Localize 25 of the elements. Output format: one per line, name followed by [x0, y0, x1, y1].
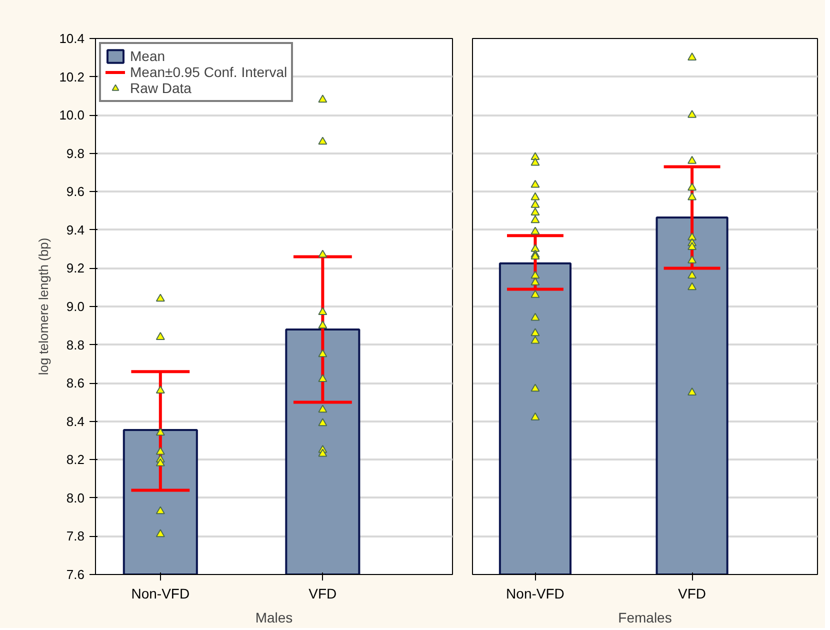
y-tick-label: 8.2 — [66, 452, 85, 468]
annotation: Mean±0.95 Conf. Interval — [130, 64, 288, 80]
y-tick-label: 8.0 — [66, 490, 85, 506]
x-tick-label: Non-VFD — [131, 586, 190, 602]
y-axis-title: log telomere length (bp) — [36, 238, 52, 376]
y-tick-label: 9.4 — [66, 222, 85, 238]
y-tick-label: 7.6 — [66, 567, 85, 582]
x-axis-title: Males — [255, 610, 293, 626]
y-tick-label: 10.2 — [59, 69, 85, 84]
y-tick-label: 10.4 — [59, 31, 85, 46]
x-tick-label: VFD — [308, 586, 337, 602]
x-tick-label: VFD — [678, 586, 706, 602]
x-axis-title: Females — [618, 610, 672, 626]
y-tick-label: 10.0 — [59, 108, 85, 123]
y-tick-label: 7.8 — [66, 528, 85, 544]
y-tick-label: 9.2 — [66, 260, 85, 276]
legend-label: Raw Data — [130, 80, 192, 96]
x-tick-label: Non-VFD — [506, 586, 564, 602]
y-tick-label: 8.6 — [66, 376, 85, 391]
y-tick-label: 9.8 — [66, 146, 85, 161]
y-tick-label: 8.8 — [66, 337, 85, 352]
legend-label: Mean — [130, 48, 166, 64]
y-tick-label: 8.4 — [66, 414, 85, 429]
y-tick-label: 9.0 — [66, 299, 85, 314]
y-tick-label: 9.6 — [66, 184, 85, 200]
